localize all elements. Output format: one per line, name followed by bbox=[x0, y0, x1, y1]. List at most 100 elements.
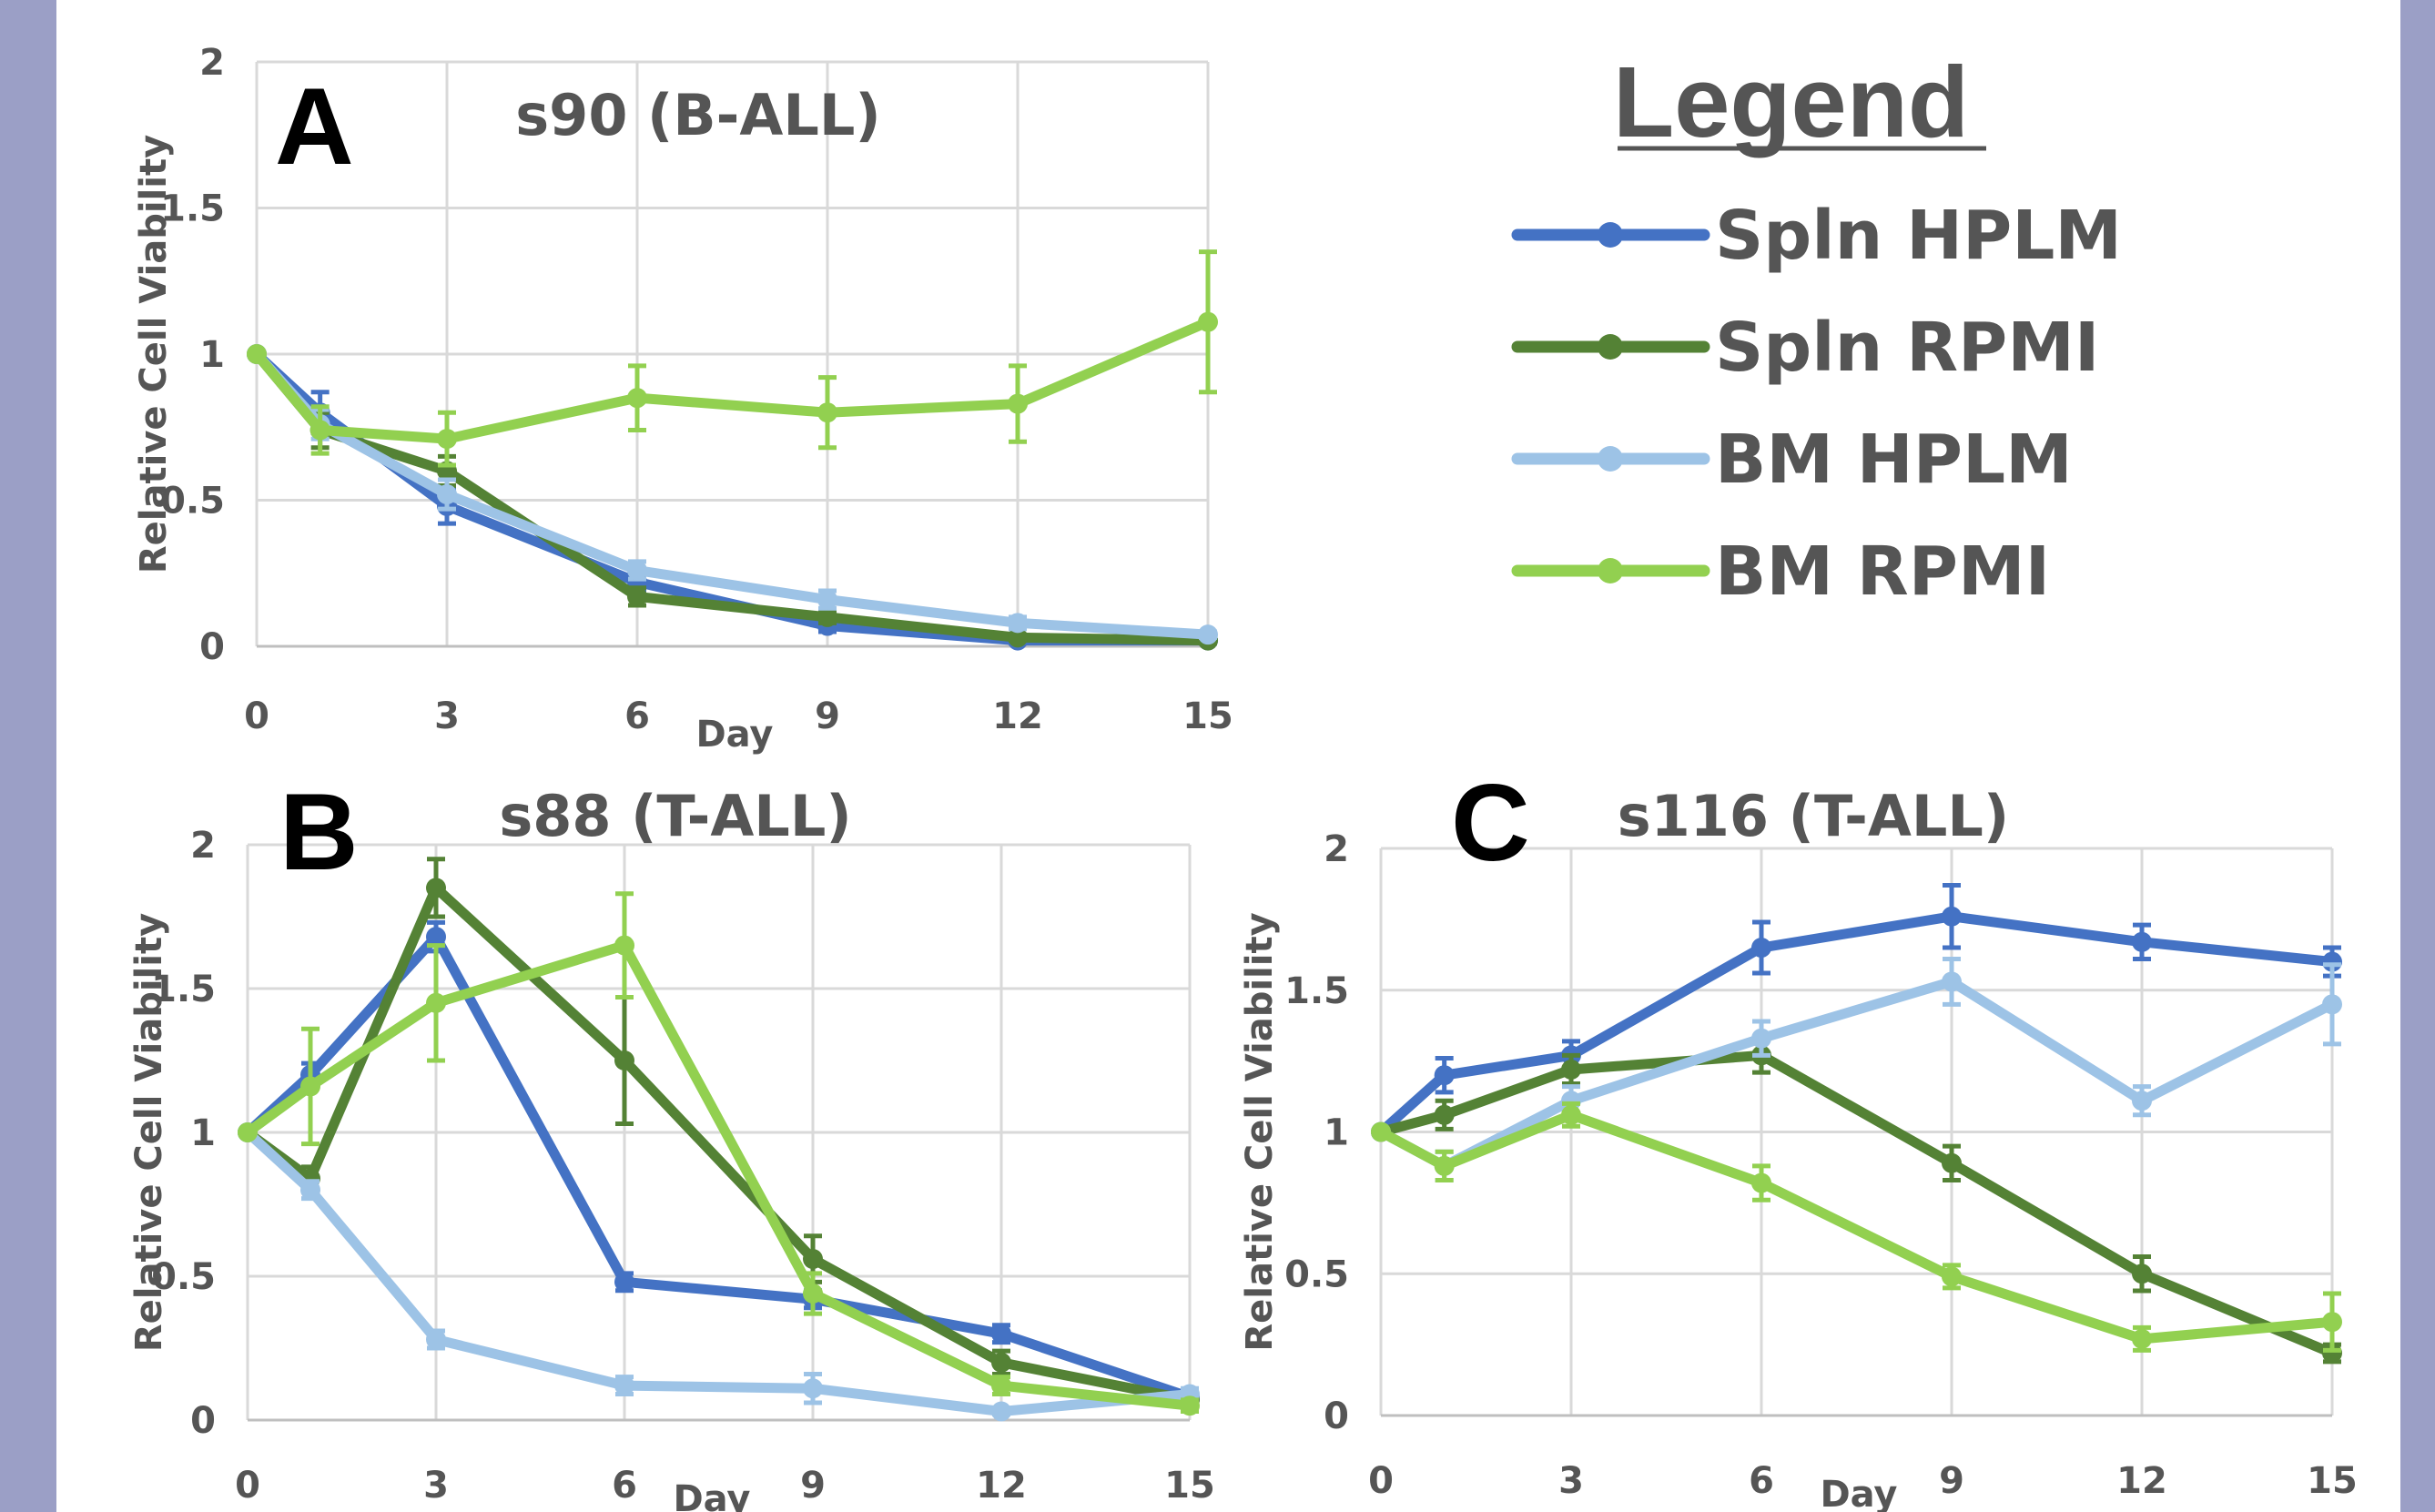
chart-panel-b: 0 0.5 1 1.5 2 0 3 6 9 12 15 s88 (T-ALL) Relative Cel… bbox=[128, 783, 1215, 1512]
y-tick-label: 1.5 bbox=[160, 188, 225, 230]
data-point bbox=[1751, 1172, 1771, 1193]
series-line bbox=[1375, 1110, 2338, 1345]
series-line bbox=[1375, 1050, 2338, 1358]
legend-label: BM RPMI bbox=[1715, 533, 2050, 611]
data-point bbox=[300, 1180, 320, 1201]
series-bm-rpmi bbox=[238, 891, 1200, 1416]
data-point bbox=[437, 429, 457, 450]
data-point bbox=[1008, 393, 1028, 414]
x-tick-label: 6 bbox=[612, 1465, 637, 1507]
data-point bbox=[627, 560, 647, 581]
data-point bbox=[1198, 624, 1218, 645]
data-point bbox=[2132, 1091, 2152, 1111]
y-tick-label: 0.5 bbox=[1284, 1253, 1349, 1295]
legend-title: Legend bbox=[1613, 46, 1969, 158]
data-point bbox=[300, 1076, 320, 1097]
data-point bbox=[1180, 1395, 1200, 1416]
data-point bbox=[437, 484, 457, 505]
x-axis-label: Day bbox=[1820, 1474, 1897, 1512]
y-tick-label: 1 bbox=[1324, 1112, 1349, 1154]
data-point bbox=[1434, 1155, 1455, 1176]
x-tick-label: 3 bbox=[1558, 1460, 1584, 1502]
data-point bbox=[426, 878, 446, 898]
chart-title: s90 (B-ALL) bbox=[515, 82, 880, 148]
legend-marker bbox=[1598, 334, 1623, 360]
data-point bbox=[1942, 971, 1962, 992]
x-tick-label: 12 bbox=[2116, 1460, 2167, 1502]
data-point bbox=[1942, 1266, 1962, 1287]
series-line bbox=[251, 349, 1213, 646]
data-point bbox=[1751, 938, 1771, 959]
y-axis-label: Relative Cell Viability bbox=[1239, 912, 1281, 1351]
legend-marker bbox=[1598, 222, 1623, 248]
series-line bbox=[242, 882, 1195, 1405]
data-point bbox=[1942, 1152, 1962, 1173]
data-point bbox=[1371, 1121, 1391, 1142]
legend-label: BM HPLM bbox=[1715, 421, 2073, 499]
y-tick-label: 2 bbox=[199, 42, 225, 84]
y-tick-label: 1.5 bbox=[151, 969, 216, 1010]
series-line bbox=[1375, 911, 2338, 1137]
data-point bbox=[309, 420, 330, 441]
series-line bbox=[251, 349, 1213, 646]
data-point bbox=[991, 1352, 1011, 1373]
data-point bbox=[817, 589, 837, 610]
legend-label: Spln HPLM bbox=[1715, 197, 2122, 275]
y-tick-label: 0 bbox=[199, 626, 225, 668]
legend-marker bbox=[1598, 446, 1623, 472]
y-axis-label: Relative Cell Viability bbox=[133, 135, 175, 573]
data-point bbox=[614, 1272, 634, 1293]
data-point bbox=[1008, 627, 1028, 648]
data-point bbox=[2322, 994, 2342, 1015]
legend-items: Spln HPLM Spln RPMI BM HPLM BM RPMI bbox=[1511, 197, 2122, 611]
y-tick-label: 0.5 bbox=[151, 1256, 216, 1298]
x-tick-label: 9 bbox=[800, 1465, 826, 1507]
x-axis-label: Day bbox=[673, 1478, 750, 1512]
panel-letter-a: A bbox=[275, 66, 354, 188]
x-tick-label: 0 bbox=[244, 695, 269, 737]
data-point bbox=[817, 606, 837, 627]
x-tick-label: 0 bbox=[235, 1465, 260, 1507]
y-tick-label: 1 bbox=[190, 1112, 216, 1154]
data-point bbox=[803, 1249, 823, 1270]
x-tick-label: 15 bbox=[2307, 1460, 2358, 1502]
y-tick-label: 0 bbox=[1324, 1395, 1349, 1437]
y-tick-label: 1 bbox=[199, 334, 225, 376]
data-point bbox=[2132, 1263, 2152, 1284]
series-line bbox=[251, 317, 1213, 444]
series-spln-rpmi bbox=[1371, 1036, 2342, 1365]
series-line bbox=[242, 940, 1195, 1411]
figure-panel: 0 0.5 1 1.5 2 0 3 6 9 12 15 s90 (B-ALL) Relative Cel… bbox=[56, 0, 2400, 1512]
data-point bbox=[614, 935, 634, 956]
data-point bbox=[817, 402, 837, 423]
legend: Legend Spln HPLM Spln RPMI BM HPLM BM RPMI bbox=[1511, 46, 2122, 611]
y-tick-label: 0 bbox=[190, 1400, 216, 1442]
data-point bbox=[1198, 311, 1218, 332]
data-point bbox=[614, 1050, 634, 1071]
series-spln-rpmi bbox=[247, 344, 1218, 651]
y-tick-label: 1.5 bbox=[1284, 970, 1349, 1012]
data-point bbox=[247, 344, 267, 364]
x-tick-label: 0 bbox=[1368, 1460, 1394, 1502]
legend-marker bbox=[1598, 558, 1623, 583]
data-point bbox=[627, 388, 647, 409]
series-spln-hplm bbox=[1371, 882, 2342, 1142]
x-tick-label: 6 bbox=[624, 695, 650, 737]
x-tick-label: 9 bbox=[815, 695, 840, 737]
legend-label: Spln RPMI bbox=[1715, 309, 2099, 387]
x-axis-label: Day bbox=[695, 714, 773, 756]
chart-title: s88 (T-ALL) bbox=[499, 783, 851, 849]
data-point bbox=[803, 1283, 823, 1304]
y-axis-label: Relative Cell Viability bbox=[128, 913, 170, 1352]
data-point bbox=[1751, 1028, 1771, 1049]
y-tick-label: 2 bbox=[190, 825, 216, 867]
series-spln-rpmi bbox=[238, 857, 1200, 1410]
series-bm-rpmi bbox=[247, 249, 1218, 468]
x-tick-label: 12 bbox=[992, 695, 1043, 737]
data-point bbox=[238, 1122, 258, 1142]
data-point bbox=[803, 1378, 823, 1399]
data-point bbox=[1942, 906, 1962, 927]
data-point bbox=[2132, 1328, 2152, 1349]
data-point bbox=[2132, 931, 2152, 952]
